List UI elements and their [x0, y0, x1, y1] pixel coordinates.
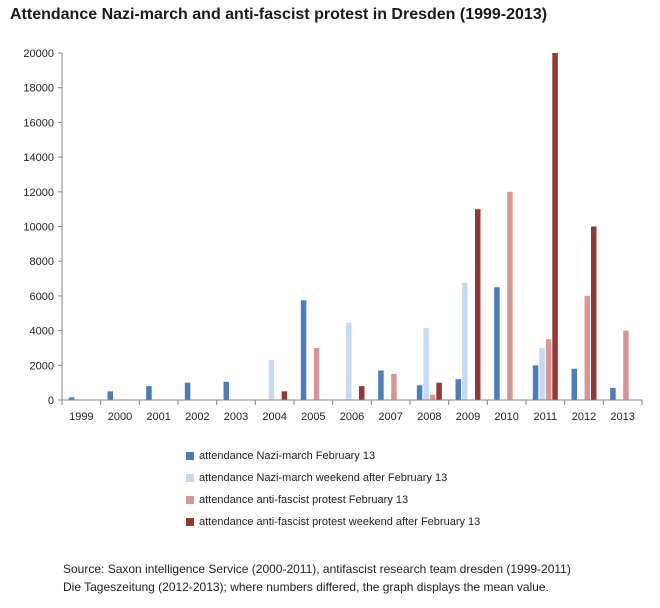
y-tick-label: 2000	[30, 360, 54, 372]
bar	[436, 382, 442, 400]
bar	[268, 360, 275, 400]
y-tick-label: 14000	[23, 152, 54, 164]
legend-label: attendance anti-fascist protest weekend …	[199, 516, 481, 528]
y-tick-label: 8000	[30, 256, 54, 268]
legend-swatch	[186, 474, 194, 482]
bar	[378, 370, 384, 400]
x-tick-label: 2008	[417, 411, 441, 423]
y-tick-label: 6000	[30, 291, 54, 303]
x-tick-label: 2007	[378, 411, 402, 423]
legend-label: attendance Nazi-march weekend after Febr…	[199, 472, 448, 484]
legend-item: attendance anti-fascist protest weekend …	[186, 511, 480, 533]
legend-item: attendance Nazi-march weekend after Febr…	[186, 467, 480, 489]
x-tick-label: 2002	[185, 411, 209, 423]
legend-item: attendance Nazi-march February 13	[186, 445, 480, 467]
bar	[300, 300, 307, 400]
x-tick-label: 2009	[456, 411, 480, 423]
bar	[539, 347, 545, 400]
bar	[146, 386, 152, 400]
bar	[346, 322, 352, 400]
x-tick-label: 2001	[146, 411, 170, 423]
y-tick-label: 12000	[23, 187, 54, 199]
bar	[423, 327, 429, 400]
bar	[584, 295, 590, 400]
bar	[68, 397, 75, 400]
bar	[507, 191, 513, 400]
bar	[429, 394, 436, 400]
x-tick-label: 2000	[108, 411, 132, 423]
x-tick-label: 2011	[534, 411, 558, 423]
legend-swatch	[186, 518, 194, 526]
legend-swatch	[186, 496, 194, 504]
x-tick-label: 2005	[301, 411, 325, 423]
y-tick-label: 10000	[23, 222, 54, 234]
x-tick-label: 1999	[69, 411, 93, 423]
bar	[591, 226, 597, 400]
x-tick-label: 2006	[340, 411, 364, 423]
bar	[571, 368, 577, 400]
bar	[623, 330, 629, 400]
x-tick-label: 2013	[610, 411, 634, 423]
x-tick-label: 2010	[494, 411, 518, 423]
chart-legend: attendance Nazi-march February 13 attend…	[186, 445, 480, 533]
bar	[281, 391, 288, 400]
legend-label: attendance anti-fascist protest February…	[199, 494, 409, 506]
bar	[610, 387, 616, 400]
y-tick-label: 4000	[30, 326, 54, 338]
y-tick-label: 16000	[23, 117, 54, 129]
source-line: Source: Saxon intelligence Service (2000…	[63, 562, 571, 576]
bar-chart: 0 2000 4000 6000 8000 10000 12000 14000 16000 180…	[23, 48, 643, 423]
y-tick-label: 0	[48, 395, 54, 407]
legend-label: attendance Nazi-march February 13	[199, 450, 376, 462]
bar	[359, 386, 365, 400]
source-note: Source: Saxon intelligence Service (2000…	[63, 560, 571, 596]
x-tick-label: 2004	[262, 411, 286, 423]
bar	[475, 209, 481, 400]
bar	[494, 287, 500, 400]
x-tick-label: 2003	[224, 411, 248, 423]
bar	[107, 391, 113, 400]
legend-swatch	[186, 452, 194, 460]
bar	[462, 282, 468, 400]
bar	[184, 382, 191, 400]
bar	[545, 339, 552, 400]
bar	[455, 379, 461, 400]
x-tick-label: 2012	[572, 411, 596, 423]
y-tick-label: 20000	[23, 48, 54, 60]
bar	[223, 381, 229, 400]
chart-title: Attendance Nazi-march and anti-fascist p…	[10, 6, 548, 23]
bar	[391, 373, 397, 400]
bar	[552, 53, 558, 400]
bar	[313, 347, 320, 400]
source-line: Die Tageszeitung (2012-2013); where numb…	[63, 580, 549, 594]
bar	[416, 385, 423, 400]
bar	[532, 365, 539, 400]
y-tick-label: 18000	[23, 83, 54, 95]
legend-item: attendance anti-fascist protest February…	[186, 489, 480, 511]
